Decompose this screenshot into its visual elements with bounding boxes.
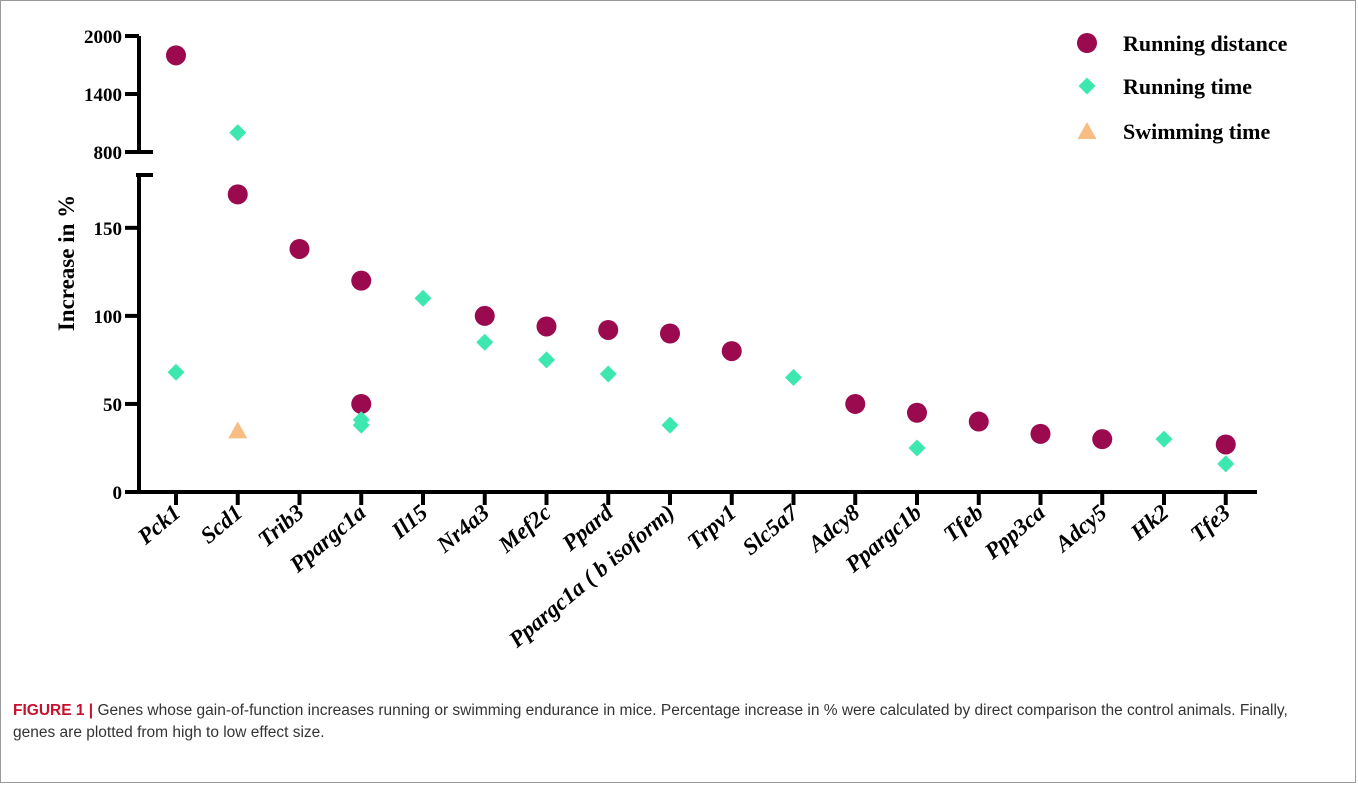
figure-caption: FIGURE 1 | Genes whose gain-of-function … [13, 700, 1333, 744]
circle-point [721, 341, 742, 362]
diamond-point [599, 365, 617, 383]
diamond-point [538, 351, 555, 369]
scatter-chart: 800 1400 2000 0 50 100 150 Increase in % Pck1 Sc… [54, 27, 1288, 653]
legend: Running distance Running time Swimming tim… [1077, 31, 1288, 144]
y-tick-label: 150 [94, 219, 123, 240]
legend-marker [1078, 77, 1096, 95]
diamond-point [167, 363, 185, 381]
circle-point [598, 319, 619, 340]
diamond-point [1155, 430, 1173, 448]
circle-point [536, 316, 557, 337]
triangle-point [228, 421, 248, 439]
circle-point [227, 184, 248, 205]
legend-label: Running distance [1123, 31, 1288, 56]
y-axis-title: Increase in % [54, 195, 79, 331]
circle-point [907, 402, 927, 423]
category-label: Il15 [386, 500, 432, 544]
circle-point [1092, 429, 1113, 450]
category-label: Ppp3ca [979, 500, 1050, 565]
category-label: Mef2c [493, 500, 556, 558]
circle-point [351, 393, 372, 414]
diamond-point [229, 124, 247, 142]
circle-point [166, 45, 186, 66]
y-tick-label: 100 [94, 307, 123, 328]
circle-point [1030, 423, 1051, 444]
diamond-point [1217, 455, 1235, 473]
category-label: Tfe3 [1186, 500, 1235, 547]
diamond-point [908, 439, 926, 457]
legend-label: Swimming time [1123, 119, 1271, 144]
data-points [166, 45, 1236, 473]
circle-point [289, 238, 310, 259]
circle-point [968, 411, 989, 432]
category-label: Pck1 [132, 500, 185, 550]
category-label: Nr4a3 [431, 500, 494, 558]
y-tick-label: 1400 [84, 85, 122, 106]
diamond-point [785, 369, 802, 387]
circle-point [351, 270, 372, 291]
category-label: Tfeb [939, 500, 988, 547]
caption-text: Genes whose gain-of-function increases r… [13, 702, 1288, 741]
category-label: Scd1 [196, 500, 247, 549]
circle-point [845, 393, 866, 414]
y-tick-label: 2000 [84, 27, 122, 48]
category-label: Hk2 [1125, 500, 1173, 546]
diamond-point [414, 289, 432, 307]
legend-marker [1077, 33, 1097, 53]
y-tick-label: 0 [113, 483, 123, 504]
diamond-point [661, 416, 679, 434]
diamond-point [476, 333, 494, 351]
category-label: Adcy5 [1049, 500, 1112, 558]
circle-point [660, 323, 680, 344]
diamond-point [352, 416, 370, 434]
legend-marker [1077, 122, 1097, 139]
caption-label: FIGURE 1 | [13, 702, 94, 719]
circle-point [1215, 434, 1236, 455]
circle-point [474, 305, 495, 326]
y-tick-label: 50 [103, 395, 122, 416]
category-label: Trpv1 [682, 500, 740, 555]
axes: 800 1400 2000 0 50 100 150 Increase in % [54, 27, 1257, 505]
category-label: Slc5a7 [738, 499, 804, 560]
legend-label: Running time [1123, 74, 1252, 99]
y-tick-label: 800 [94, 143, 123, 164]
